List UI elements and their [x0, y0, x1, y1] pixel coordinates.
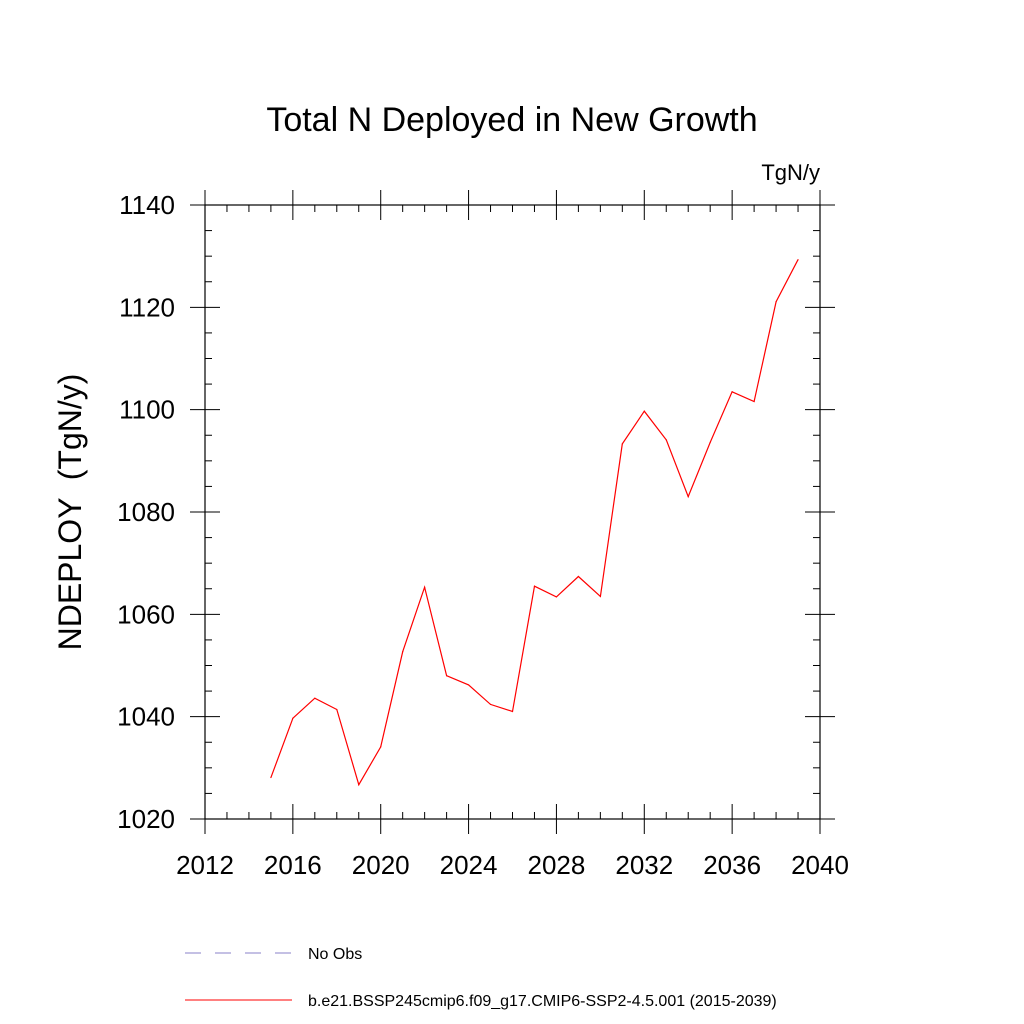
data-point [643, 410, 645, 412]
data-point [467, 684, 470, 686]
x-tick-label: 2036 [703, 850, 761, 880]
y-axis-ticks [190, 204, 835, 820]
x-tick-label: 2032 [615, 850, 673, 880]
data-point [358, 784, 360, 786]
data-point [292, 717, 294, 719]
y-tick-label: 1100 [119, 395, 175, 425]
data-point [621, 443, 623, 445]
x-axis-tick-labels: 2012 2016 2020 2024 2028 2032 2036 2040 [176, 850, 849, 880]
data-point [599, 595, 601, 598]
y-tick-label: 1020 [117, 804, 175, 834]
data-point [446, 675, 448, 677]
chart-title: Total N Deployed in New Growth [266, 101, 757, 139]
x-axis-ticks [204, 190, 821, 834]
units-label: TgN/y [761, 160, 820, 185]
data-point [731, 391, 733, 393]
data-point [577, 575, 579, 578]
plot-frame [204, 204, 821, 820]
data-point [555, 596, 558, 598]
data-point [336, 708, 338, 711]
data-point [709, 441, 711, 444]
x-tick-label: 2020 [352, 850, 410, 880]
x-tick-label: 2028 [528, 850, 586, 880]
x-tick-label: 2016 [264, 850, 322, 880]
data-point [380, 746, 382, 748]
y-axis-tick-labels: 1020 1040 1060 1080 1100 1120 1140 [117, 190, 175, 834]
data-point [753, 400, 755, 403]
data-point [270, 776, 272, 779]
x-tick-label: 2024 [440, 850, 498, 880]
y-tick-label: 1140 [119, 190, 175, 220]
x-tick-label: 2040 [791, 850, 849, 880]
series-layer [270, 259, 799, 787]
data-point [402, 651, 404, 653]
y-axis-label: NDEPLOY (TgN/y) [52, 374, 88, 651]
y-tick-label: 1120 [119, 292, 175, 322]
data-point [314, 697, 316, 699]
x-tick-label: 2012 [176, 850, 234, 880]
legend-label-no-obs: No Obs [308, 946, 362, 963]
legend: No Obs b.e21.BSSP245cmip6.f09_g17.CMIP6-… [185, 946, 777, 1010]
data-point [665, 439, 667, 441]
data-point [533, 585, 536, 587]
data-point [424, 586, 426, 588]
legend-label-model-run: b.e21.BSSP245cmip6.f09_g17.CMIP6-SSP2-4.… [308, 993, 777, 1010]
y-tick-label: 1080 [117, 497, 175, 527]
data-point [489, 703, 492, 705]
y-tick-label: 1040 [117, 702, 175, 732]
data-point [511, 710, 514, 713]
data-point [797, 259, 799, 261]
data-point [775, 301, 777, 303]
y-tick-label: 1060 [117, 599, 175, 629]
series-line [270, 259, 799, 787]
data-point [687, 496, 689, 498]
